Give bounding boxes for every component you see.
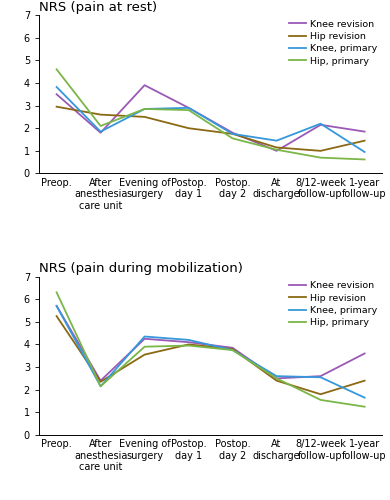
Line: Hip, primary: Hip, primary: [57, 292, 365, 406]
Knee revision: [230, 130, 235, 136]
Knee revision: [274, 148, 279, 154]
Knee revision: [362, 128, 367, 134]
Knee, primary: [186, 337, 191, 343]
Knee, primary: [230, 131, 235, 137]
Hip, primary: [186, 107, 191, 113]
Hip, primary: [362, 404, 367, 409]
Knee revision: [318, 373, 323, 379]
Hip, primary: [318, 154, 323, 160]
Knee, primary: [142, 106, 147, 112]
Knee revision: [362, 350, 367, 356]
Hip revision: [142, 352, 147, 358]
Knee, primary: [318, 120, 323, 126]
Knee, primary: [98, 384, 103, 390]
Knee, primary: [186, 105, 191, 111]
Line: Knee revision: Knee revision: [57, 306, 365, 380]
Knee, primary: [54, 84, 59, 90]
Hip, primary: [98, 384, 103, 390]
Knee revision: [54, 91, 59, 97]
Line: Hip revision: Hip revision: [57, 106, 365, 151]
Hip, primary: [142, 106, 147, 112]
Knee revision: [186, 105, 191, 111]
Knee revision: [98, 378, 103, 384]
Hip, primary: [318, 397, 323, 403]
Knee, primary: [362, 149, 367, 155]
Knee, primary: [318, 374, 323, 380]
Knee revision: [54, 303, 59, 309]
Hip revision: [274, 144, 279, 150]
Text: NRS (pain during mobilization): NRS (pain during mobilization): [39, 262, 243, 276]
Hip, primary: [362, 156, 367, 162]
Hip, primary: [186, 342, 191, 348]
Knee revision: [186, 339, 191, 345]
Hip revision: [362, 378, 367, 384]
Hip, primary: [230, 136, 235, 141]
Knee revision: [230, 345, 235, 351]
Hip revision: [98, 112, 103, 117]
Hip, primary: [274, 376, 279, 382]
Knee, primary: [274, 138, 279, 143]
Line: Knee, primary: Knee, primary: [57, 306, 365, 398]
Hip revision: [98, 379, 103, 385]
Line: Knee, primary: Knee, primary: [57, 87, 365, 152]
Knee revision: [142, 336, 147, 342]
Line: Hip, primary: Hip, primary: [57, 70, 365, 160]
Knee revision: [98, 130, 103, 136]
Text: NRS (pain at rest): NRS (pain at rest): [39, 1, 157, 14]
Knee revision: [318, 122, 323, 128]
Hip, primary: [98, 123, 103, 129]
Line: Hip revision: Hip revision: [57, 316, 365, 394]
Knee, primary: [142, 334, 147, 340]
Line: Knee revision: Knee revision: [57, 85, 365, 151]
Hip, primary: [230, 347, 235, 353]
Hip revision: [54, 104, 59, 110]
Knee, primary: [362, 394, 367, 400]
Knee revision: [142, 82, 147, 88]
Hip revision: [186, 342, 191, 347]
Hip, primary: [142, 344, 147, 349]
Knee, primary: [230, 347, 235, 353]
Hip revision: [274, 378, 279, 384]
Hip revision: [230, 346, 235, 352]
Knee, primary: [54, 303, 59, 309]
Hip, primary: [54, 290, 59, 296]
Knee, primary: [274, 373, 279, 379]
Hip revision: [54, 313, 59, 319]
Hip revision: [362, 138, 367, 143]
Hip, primary: [54, 66, 59, 72]
Hip revision: [142, 114, 147, 120]
Hip revision: [186, 125, 191, 131]
Hip, primary: [274, 146, 279, 152]
Knee revision: [274, 376, 279, 382]
Hip revision: [318, 148, 323, 154]
Hip revision: [230, 131, 235, 137]
Knee, primary: [98, 128, 103, 134]
Legend: Knee revision, Hip revision, Knee, primary, Hip, primary: Knee revision, Hip revision, Knee, prima…: [289, 20, 378, 66]
Hip revision: [318, 391, 323, 397]
Legend: Knee revision, Hip revision, Knee, primary, Hip, primary: Knee revision, Hip revision, Knee, prima…: [289, 281, 378, 327]
